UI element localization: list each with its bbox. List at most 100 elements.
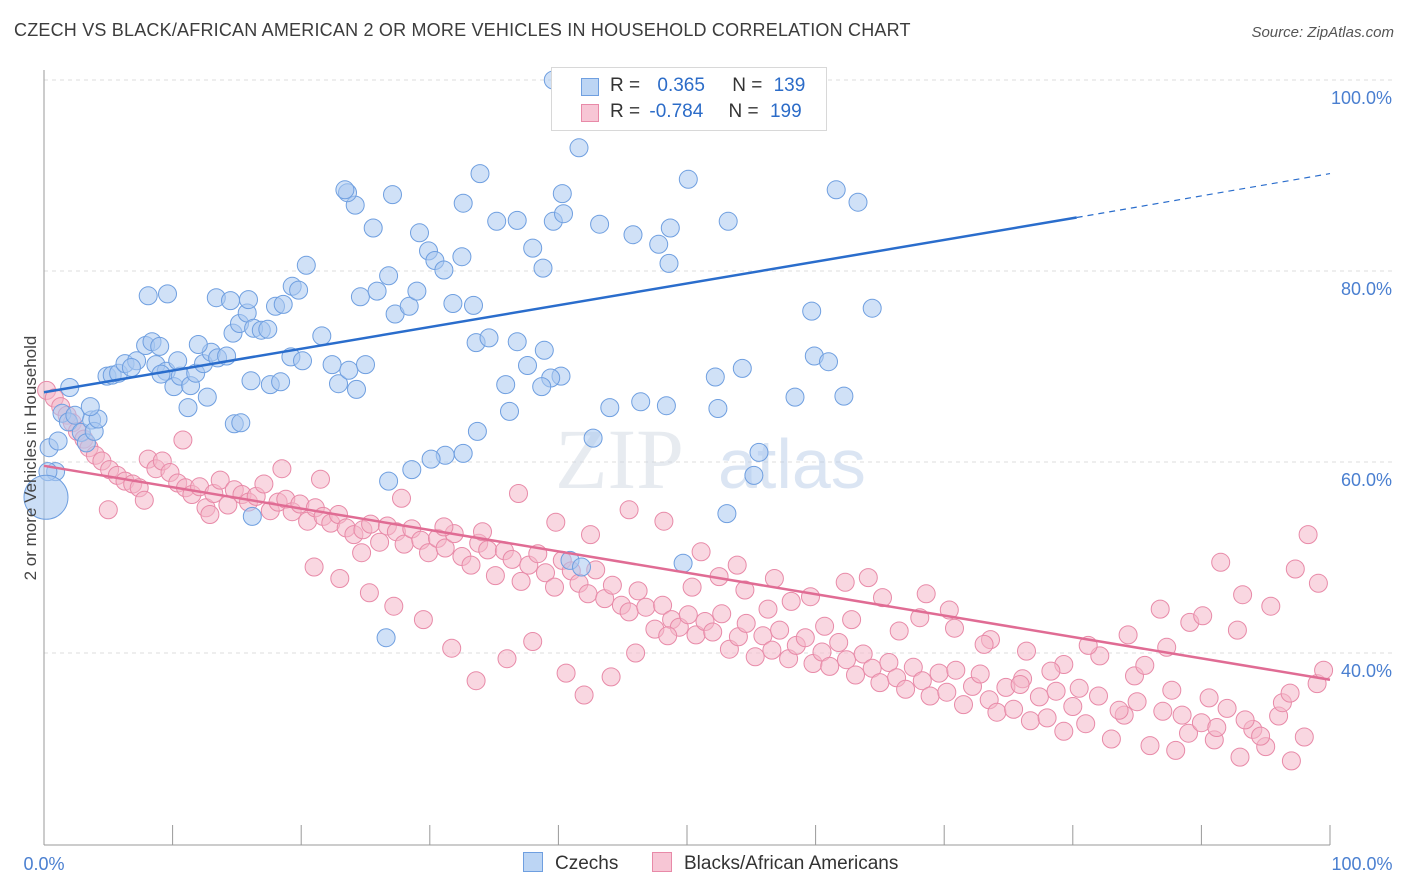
blacks-point: [1227, 620, 1247, 640]
blacks-point: [1127, 692, 1147, 712]
czechs-point: [402, 460, 422, 480]
blacks-point: [1281, 751, 1301, 771]
czechs-point: [862, 298, 882, 318]
czechs-point: [399, 296, 419, 316]
czechs-point: [168, 351, 188, 371]
blacks-point: [912, 671, 932, 691]
blacks-point: [829, 633, 849, 652]
blacks-legend-swatch: [652, 852, 672, 872]
czechs-point: [379, 266, 399, 286]
blacks-point: [1199, 688, 1219, 708]
blacks-point: [1166, 740, 1186, 760]
blacks-point: [134, 490, 154, 510]
blacks-point: [974, 634, 994, 654]
blacks-point: [1233, 585, 1253, 605]
blacks-point: [1217, 698, 1237, 718]
blacks-point: [619, 500, 639, 520]
czechs-point: [443, 294, 463, 313]
blacks-point: [359, 583, 379, 603]
blacks-point: [601, 667, 621, 687]
blacks-point: [1294, 727, 1314, 747]
blacks-point: [745, 647, 765, 667]
blacks-point: [889, 621, 909, 641]
czechs-point: [367, 281, 387, 301]
x-tick-label-max: 100.0%: [1331, 854, 1392, 874]
blacks-point: [858, 568, 878, 588]
blacks-point: [1101, 729, 1121, 749]
n-label: N =: [732, 75, 763, 96]
x-ticks: [43, 825, 1331, 845]
blacks-point: [574, 685, 594, 705]
czechs-point: [197, 387, 217, 407]
blacks-point: [466, 671, 486, 691]
blacks-point: [1029, 687, 1049, 707]
czechs-point: [487, 211, 507, 231]
r-value: -0.784: [649, 101, 704, 122]
czechs-point: [329, 374, 348, 394]
legend-item-blacks: Blacks/African Americans: [652, 852, 898, 875]
czechs-point: [785, 387, 805, 407]
y-axis-label: 2 or more Vehicles in Household: [21, 336, 40, 581]
czechs-point: [496, 375, 516, 395]
czechs-point-large: [23, 474, 69, 520]
blacks-point: [929, 663, 949, 683]
blacks-point: [361, 514, 381, 534]
czechs-point: [121, 358, 141, 377]
blacks-point: [413, 610, 433, 630]
czechs-point: [744, 465, 764, 485]
czechs-point: [350, 287, 370, 307]
blacks-point: [536, 563, 555, 583]
czechs-point: [434, 260, 454, 280]
czechs-point: [188, 335, 208, 354]
czechs-point: [717, 504, 737, 524]
blacks-swatch: [581, 104, 599, 122]
blacks-point: [987, 702, 1007, 722]
czechs-point: [518, 356, 537, 375]
blacks-point: [682, 577, 702, 597]
blacks-point: [1140, 736, 1160, 756]
czechs-point: [312, 326, 332, 346]
czechs-point: [572, 557, 591, 577]
blacks-point: [545, 577, 564, 597]
czechs-point: [241, 371, 261, 391]
czechs-point: [705, 367, 725, 387]
blacks-point: [916, 584, 936, 604]
blacks-point: [842, 610, 862, 630]
czechs-point: [356, 355, 375, 375]
czechs-point: [678, 169, 698, 189]
czechs-point: [289, 280, 309, 300]
blacks-point: [581, 525, 600, 545]
blacks-point: [626, 643, 646, 663]
y-tick-label: 40.0%: [1341, 661, 1392, 681]
czechs-point: [819, 352, 838, 372]
czechs-point: [507, 332, 527, 352]
czechs-point: [178, 398, 198, 418]
czechs-point: [649, 234, 669, 254]
czechs-point: [749, 442, 769, 462]
blacks-point: [619, 602, 639, 622]
blacks-point: [1308, 573, 1328, 593]
blacks-point: [801, 587, 820, 607]
blacks-point: [502, 549, 522, 569]
blacks-point: [1041, 661, 1061, 681]
blacks-point: [1235, 710, 1255, 730]
blacks-point: [1017, 641, 1036, 661]
blacks-point: [903, 657, 923, 677]
czechs-point: [383, 185, 402, 205]
r-label: R =: [610, 75, 641, 96]
czechs-point: [802, 301, 822, 321]
czechs-point: [631, 392, 651, 412]
n-value: 139: [773, 75, 806, 96]
blacks-point: [764, 569, 784, 588]
czechs-point: [718, 211, 738, 231]
czechs-point: [376, 628, 396, 648]
blacks-point: [937, 682, 957, 702]
blacks-point: [485, 566, 505, 586]
czechs-point: [590, 214, 610, 234]
legend-item-czechs: Czechs: [523, 852, 618, 875]
blacks-point: [658, 626, 678, 646]
blacks-point: [945, 618, 964, 638]
blacks-point: [1172, 705, 1192, 725]
blacks-point: [1285, 559, 1305, 579]
chart-title: CZECH VS BLACK/AFRICAN AMERICAN 2 OR MOR…: [14, 20, 911, 40]
